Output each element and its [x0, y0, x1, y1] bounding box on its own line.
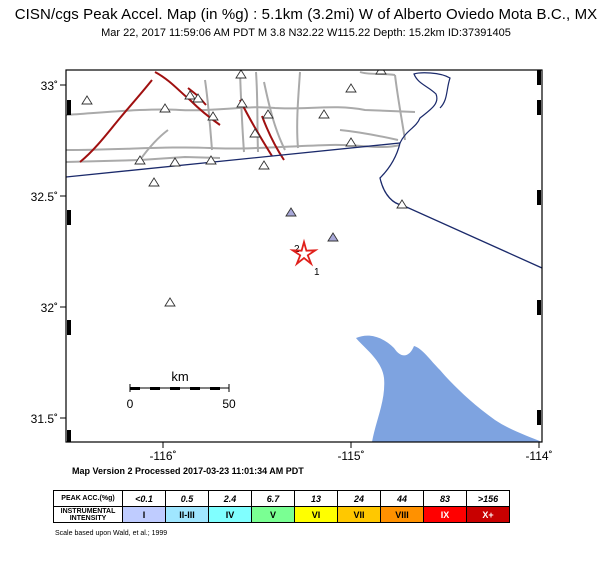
lat-label-32: 32˚ [41, 301, 58, 315]
legend-acc-header: PEAK ACC.(%g) [53, 490, 123, 507]
legend-intensity-cell: IV [208, 506, 252, 523]
map-area [66, 70, 542, 442]
legend-intensity-header-a: INSTRUMENTAL [60, 507, 116, 515]
legend-intensity-row: INSTRUMENTAL INTENSITY I II-III IV V VI V… [53, 506, 510, 523]
lon-label-116: -116˚ [149, 449, 176, 463]
stations-light-shaking [285, 207, 339, 242]
legend-intensity-header-b: INTENSITY [69, 514, 107, 522]
map-title: CISN/cgs Peak Accel. Map (in %g) : 5.1km… [14, 6, 598, 23]
scale-unit: km [171, 369, 188, 384]
legend-acc-cell: <0.1 [122, 490, 166, 507]
scale-bar: km 0 50 [127, 369, 236, 411]
legend-acc-cell: 83 [423, 490, 467, 507]
lat-label-31-5: 31.5˚ [31, 412, 58, 426]
scale-start: 0 [127, 397, 134, 411]
stations [81, 70, 408, 307]
lon-label-115: -115˚ [337, 449, 364, 463]
legend-acc-cell: 24 [337, 490, 381, 507]
lat-label-33: 33˚ [41, 79, 58, 93]
map-version: Map Version 2 Processed 2017-03-23 11:01… [72, 466, 304, 476]
legend-acc-cell: 13 [294, 490, 338, 507]
border [66, 142, 542, 269]
legend-intensity-cell: II-III [165, 506, 209, 523]
epicenter-star [289, 238, 319, 267]
legend-intensity-cell: V [251, 506, 295, 523]
legend-intensity-cell: VI [294, 506, 338, 523]
legend-intensity-cell: IX [423, 506, 467, 523]
lon-label-114: -114˚ [525, 449, 552, 463]
intensity-legend: PEAK ACC.(%g) <0.1 0.5 2.4 6.7 13 24 44 … [53, 490, 510, 523]
legend-acc-cell: >156 [466, 490, 510, 507]
legend-intensity-header: INSTRUMENTAL INTENSITY [53, 506, 123, 523]
legend-acc-cell: 44 [380, 490, 424, 507]
map-frame [65, 69, 543, 443]
contour-label-2: 2 [294, 244, 300, 255]
legend-intensity-cell: VII [337, 506, 381, 523]
scale-end: 50 [222, 397, 236, 411]
event-info: Mar 22, 2017 11:59:06 AM PDT M 3.8 N32.2… [101, 27, 511, 39]
legend-intensity-cell: VIII [380, 506, 424, 523]
contour-label-1: 1 [314, 267, 320, 278]
state-border [399, 72, 451, 144]
gulf-water [356, 335, 542, 442]
legend-acc-cell: 2.4 [208, 490, 252, 507]
legend-intensity-cell: X+ [466, 506, 510, 523]
lat-label-32-5: 32.5˚ [31, 190, 58, 204]
legend-intensity-cell: I [122, 506, 166, 523]
legend-acc-cell: 6.7 [251, 490, 295, 507]
axis-ticks [60, 84, 540, 448]
scale-note: Scale based upon Wald, et al.; 1999 [55, 530, 168, 537]
legend-acc-cell: 0.5 [165, 490, 209, 507]
frame-ticks [67, 70, 541, 442]
legend-acc-row: PEAK ACC.(%g) <0.1 0.5 2.4 6.7 13 24 44 … [53, 490, 510, 507]
